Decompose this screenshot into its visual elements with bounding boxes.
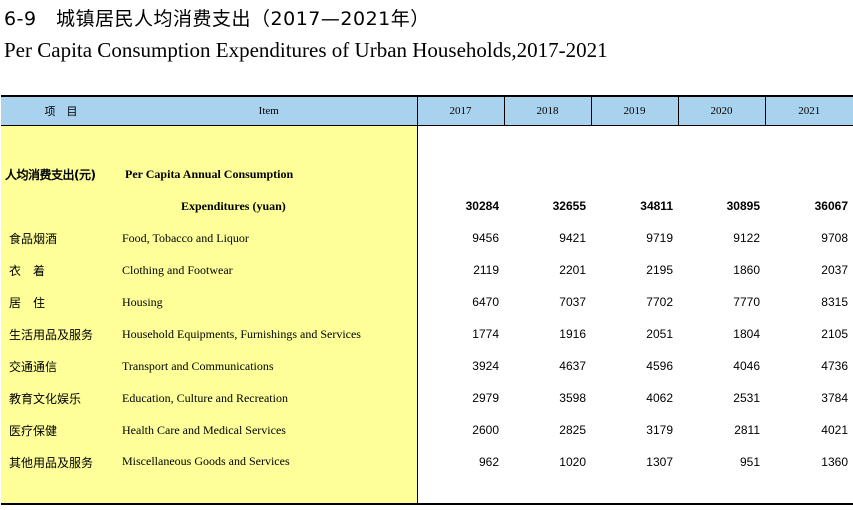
cell-value: 1804 <box>733 327 760 341</box>
row-label-en: Health Care and Medical Services <box>121 414 418 446</box>
cell-value: 4736 <box>821 359 848 373</box>
cell-value: 951 <box>678 446 765 505</box>
cell-value: 6470 <box>472 295 499 309</box>
cell-value: 9421 <box>559 231 586 245</box>
row-label-en: Household Equipments, Furnishings and Se… <box>121 318 418 350</box>
cell-value: 2811 <box>734 423 760 437</box>
cell-value: 2201 <box>559 263 586 277</box>
cell-value: 3179 <box>646 423 673 437</box>
header-year-2019: 2019 <box>590 95 678 126</box>
total-label-en-line2: Expenditures (yuan) <box>121 190 418 222</box>
cell-value: 3784 <box>821 391 848 405</box>
cell-value: 2051 <box>646 327 673 341</box>
table-row: 教育文化娱乐 Education, Culture and Recreation… <box>1 382 853 414</box>
cell-value: 4046 <box>733 359 760 373</box>
cell-value: 2825 <box>559 423 586 437</box>
cell-value: 9122 <box>733 231 760 245</box>
total-value-2017: 30284 <box>465 199 499 213</box>
cell-value: 1860 <box>733 263 760 277</box>
header-row: 项 目 Item 2017 2018 2019 2020 2021 <box>1 95 853 126</box>
row-label-cn: 医疗保健 <box>1 414 121 446</box>
table-row: 居 住 Housing 6470 7037 7702 7770 8315 <box>1 286 853 318</box>
cell-value: 4637 <box>559 359 586 373</box>
table-row: 医疗保健 Health Care and Medical Services 26… <box>1 414 853 446</box>
cell-value: 1020 <box>504 446 591 505</box>
row-label-cn: 教育文化娱乐 <box>1 382 121 414</box>
cell-value: 2195 <box>646 263 673 277</box>
table-row: 其他用品及服务 Miscellaneous Goods and Services… <box>1 446 853 505</box>
total-row-line2: Expenditures (yuan) 30284 32655 34811 30… <box>1 190 853 222</box>
row-label-cn: 食品烟酒 <box>1 222 121 254</box>
cell-value: 2037 <box>821 263 848 277</box>
cell-value: 2531 <box>733 391 760 405</box>
row-label-en: Miscellaneous Goods and Services <box>121 446 418 505</box>
header-year-2018: 2018 <box>503 95 591 126</box>
cell-value: 1916 <box>559 327 586 341</box>
row-label-cn: 其他用品及服务 <box>1 446 121 505</box>
cell-value: 3924 <box>472 359 499 373</box>
cell-value: 4062 <box>646 391 673 405</box>
page-title-english: Per Capita Consumption Expenditures of U… <box>4 38 608 62</box>
row-label-cn: 衣 着 <box>1 254 121 286</box>
header-item-cn: 项 目 <box>1 95 121 126</box>
total-value-2019: 34811 <box>640 199 673 213</box>
header-year-2021: 2021 <box>764 95 853 126</box>
spacer-row <box>1 125 853 158</box>
total-value-2020: 30895 <box>726 199 760 213</box>
row-label-en: Food, Tobacco and Liquor <box>121 222 418 254</box>
cell-value: 9708 <box>821 231 848 245</box>
cell-value: 2979 <box>472 391 499 405</box>
consumption-table: 项 目 Item 2017 2018 2019 2020 2021 人均消费支出… <box>1 95 853 505</box>
row-label-en: Clothing and Footwear <box>121 254 418 286</box>
header-year-2017: 2017 <box>416 95 504 126</box>
cell-value: 7770 <box>733 295 760 309</box>
cell-value: 3598 <box>559 391 586 405</box>
cell-value: 2600 <box>472 423 499 437</box>
cell-value: 1774 <box>472 327 499 341</box>
row-label-cn: 居 住 <box>1 286 121 318</box>
table-row: 生活用品及服务 Household Equipments, Furnishing… <box>1 318 853 350</box>
total-label-en-line1: Per Capita Annual Consumption <box>121 158 418 190</box>
table-row: 交通通信 Transport and Communications 3924 4… <box>1 350 853 382</box>
cell-value: 7037 <box>559 295 586 309</box>
row-label-en: Housing <box>121 286 418 318</box>
row-label-en: Transport and Communications <box>121 350 418 382</box>
cell-value: 9719 <box>646 231 673 245</box>
cell-value: 962 <box>417 446 504 505</box>
total-row-line1: 人均消费支出(元) Per Capita Annual Consumption <box>1 158 853 190</box>
row-label-en: Education, Culture and Recreation <box>121 382 418 414</box>
page-title-chinese: 6-9 城镇居民人均消费支出（2017—2021年） <box>4 8 430 30</box>
table-row: 衣 着 Clothing and Footwear 2119 2201 2195… <box>1 254 853 286</box>
table-row: 食品烟酒 Food, Tobacco and Liquor 9456 9421 … <box>1 222 853 254</box>
cell-value: 1360 <box>765 446 853 505</box>
cell-value: 1307 <box>591 446 678 505</box>
header-item-en: Item <box>121 95 417 126</box>
total-label-cn: 人均消费支出(元) <box>1 158 121 190</box>
cell-value: 9456 <box>472 231 499 245</box>
cell-value: 7702 <box>646 295 673 309</box>
row-label-cn: 交通通信 <box>1 350 121 382</box>
total-value-2018: 32655 <box>552 199 586 213</box>
cell-value: 2105 <box>821 327 848 341</box>
row-label-cn: 生活用品及服务 <box>1 318 121 350</box>
cell-value: 8315 <box>821 295 848 309</box>
cell-value: 4021 <box>821 423 848 437</box>
header-year-2020: 2020 <box>677 95 765 126</box>
cell-value: 2119 <box>473 263 499 277</box>
cell-value: 4596 <box>646 359 673 373</box>
total-value-2021: 36067 <box>814 199 848 213</box>
